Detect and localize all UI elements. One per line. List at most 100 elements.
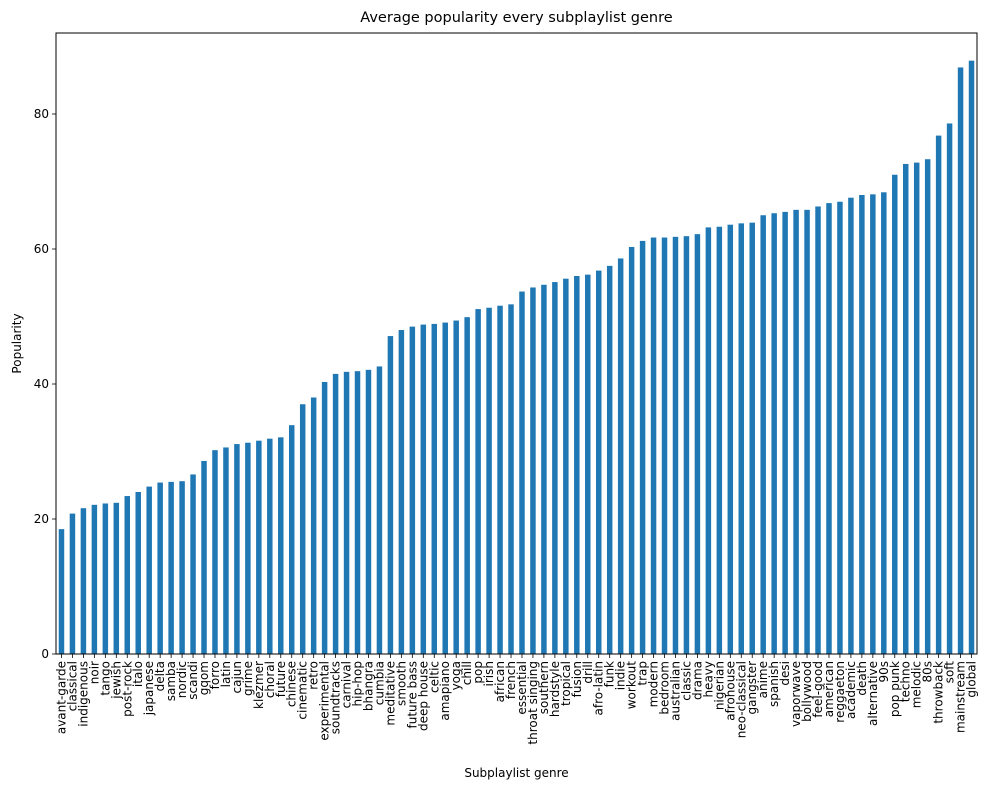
bar-chinese [288, 425, 295, 654]
bar-gqom [201, 460, 207, 654]
x-tick-label: trap [636, 661, 650, 686]
bar-techno [902, 163, 909, 654]
x-tick-label: nigerian [712, 661, 726, 710]
x-tick-label: meditative [383, 661, 397, 726]
bar-indie [617, 258, 624, 654]
x-tick-label: choral [263, 661, 277, 698]
x-tick-label: essential [515, 661, 529, 715]
bar-chill [464, 317, 470, 654]
bar-meditative [387, 336, 394, 654]
bar-heavy [705, 227, 712, 654]
x-tick-label: tropical [559, 661, 573, 706]
x-tick-label: japanese [142, 661, 156, 716]
bar-desi [782, 211, 788, 654]
bar-future-bass [409, 326, 416, 654]
bar-tropical [563, 278, 569, 654]
bar-smooth [398, 330, 405, 654]
y-tick-label: 20 [34, 512, 49, 526]
bar-nordic [179, 481, 185, 654]
chart-title: Average popularity every subplaylist gen… [360, 10, 672, 26]
bar-australian [672, 236, 679, 654]
x-axis-label: Subplaylist genre [464, 766, 568, 780]
bar-pop [475, 309, 481, 654]
x-tick-label: classical [65, 661, 79, 711]
x-tick-label: tango [98, 661, 112, 696]
bar-alternative [870, 194, 876, 654]
bar-spanish [771, 213, 777, 654]
bar-global [968, 60, 975, 655]
x-tick-label: cumbia [372, 661, 386, 705]
x-tick-label: american [822, 661, 836, 717]
bar-scandi [190, 474, 196, 654]
x-tick-label: italo [131, 661, 145, 687]
bar-mainstream [957, 67, 964, 655]
x-tick-label: afrohouse [723, 661, 737, 721]
plot-frame [55, 32, 978, 655]
bar-classic [683, 236, 690, 655]
x-tick-label: drill [581, 661, 595, 684]
bar-soft [946, 123, 953, 654]
x-tick-label: indigenous [76, 661, 90, 727]
x-tick-label: anime [756, 661, 770, 698]
x-axis: avant-gardeclassicalindigenousnoirtangoj… [54, 654, 979, 745]
bar-fusion [574, 276, 580, 654]
x-tick-label: funk [603, 661, 617, 687]
bar-anime [760, 215, 766, 654]
x-tick-label: soft [943, 661, 957, 684]
x-tick-label: spanish [767, 661, 781, 707]
bar-pop-punk [892, 174, 898, 654]
bar-cajun [234, 444, 240, 654]
x-tick-label: academic [844, 661, 858, 719]
bar-irish [486, 307, 492, 654]
x-tick-label: bedroom [658, 661, 672, 715]
bar-bedroom [661, 237, 668, 654]
bar-death [859, 195, 865, 654]
bar-throwback [935, 135, 942, 655]
x-tick-label: vaporwave [789, 661, 803, 727]
y-tick-label: 60 [34, 242, 49, 256]
x-tick-label: reggaeton [833, 661, 847, 723]
bar-funk [606, 265, 613, 654]
x-tick-label: future [274, 661, 288, 697]
bar-japanese [146, 486, 152, 654]
x-tick-label: australian [668, 661, 682, 721]
y-tick-label: 40 [34, 377, 49, 391]
bar-gangster [749, 222, 755, 655]
y-tick-label: 0 [41, 647, 49, 661]
x-tick-label: latin [219, 661, 233, 687]
x-tick-label: bhangra [361, 661, 375, 711]
bar-samba [168, 481, 174, 654]
x-tick-label: workout [625, 661, 639, 710]
bar-klezmer [256, 440, 262, 654]
bar-drama [694, 234, 701, 654]
x-tick-label: deep house [416, 661, 430, 731]
bar-jewish [113, 502, 120, 654]
x-tick-label: soundtracks [329, 661, 343, 734]
bar-post-rock [124, 496, 131, 654]
x-tick-label: irish [482, 661, 496, 686]
bar-feel-good [815, 206, 821, 654]
x-tick-label: retro [307, 661, 321, 690]
bar-bhangra [365, 369, 372, 654]
x-tick-label: throat singing [526, 661, 540, 745]
x-tick-label: chinese [285, 661, 299, 707]
x-tick-label: avant-garde [54, 661, 68, 734]
bar-hip-hop [354, 371, 361, 654]
bar-trap [639, 240, 646, 654]
y-axis: 0 20 40 60 80 [34, 107, 56, 661]
x-tick-label: heavy [701, 661, 715, 698]
x-tick-label: samba [164, 661, 178, 701]
x-tick-label: modern [647, 661, 661, 707]
x-tick-label: experimental [318, 661, 332, 741]
x-tick-label: classic [679, 661, 693, 701]
x-tick-label: indie [614, 661, 628, 690]
bar-neo-classical [738, 223, 745, 654]
x-tick-label: cinematic [296, 661, 310, 720]
bar-hardstyle [552, 282, 558, 654]
bar-academic [848, 197, 854, 654]
bar-vaporwave [793, 209, 799, 654]
bar-southern [541, 284, 547, 654]
bar-90s [881, 192, 887, 655]
bar-bollywood [804, 209, 810, 654]
